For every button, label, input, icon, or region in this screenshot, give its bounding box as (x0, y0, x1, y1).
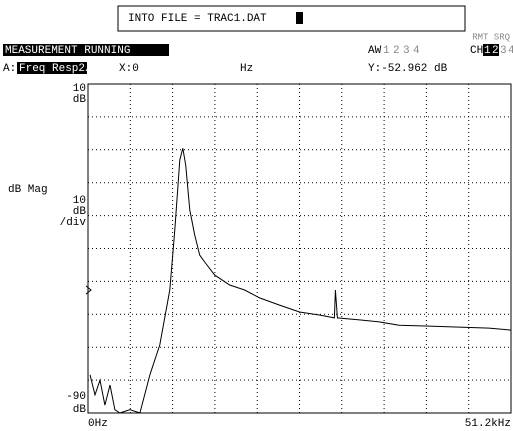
ch-digit: 2 (492, 45, 499, 57)
ch-label: CH (470, 45, 483, 57)
ch-digit: 4 (508, 45, 513, 57)
y-tick-label: 10 (73, 83, 86, 95)
aw-digit: 1 (383, 45, 390, 57)
plot-frame (87, 83, 512, 414)
ch-digit: 3 (500, 45, 507, 57)
aw-label: AW (368, 45, 382, 57)
y-label: dB Mag (8, 184, 48, 196)
status-flags: RMT SRQ (472, 32, 510, 42)
cursor (296, 12, 303, 24)
marker-x-unit: Hz (240, 63, 253, 75)
marker-y: Y:-52.962 dB (368, 63, 448, 75)
aw-digit: 3 (403, 45, 410, 57)
aw-digit: 2 (393, 45, 400, 57)
ch-digit: 1 (484, 45, 491, 57)
status: MEASUREMENT RUNNING (5, 45, 130, 57)
trace-name-bg (17, 62, 87, 74)
trace (89, 148, 512, 414)
input-text[interactable]: INTO FILE = TRAC1.DAT (128, 13, 267, 25)
trace-label: A: (3, 63, 16, 75)
ch-digit-bg (483, 44, 491, 56)
x-tick-label: 0Hz (88, 418, 108, 430)
input-box[interactable] (117, 5, 466, 32)
trace-name[interactable]: Freq Resp2/1 (19, 63, 99, 75)
y-tick-label: -90 (66, 391, 86, 403)
x-tick-label: 51.2kHz (465, 418, 511, 430)
ch-digit-bg (491, 44, 499, 56)
y-per-div: 10 (73, 195, 86, 207)
aw-digit: 4 (413, 45, 420, 57)
y-unit: dB (73, 404, 87, 416)
marker-x: X:0 (119, 63, 139, 75)
y-unit: dB (73, 94, 87, 106)
y-per-div-suffix: /div (60, 217, 87, 229)
y-unit: dB (73, 206, 87, 218)
status-bg (3, 44, 169, 56)
